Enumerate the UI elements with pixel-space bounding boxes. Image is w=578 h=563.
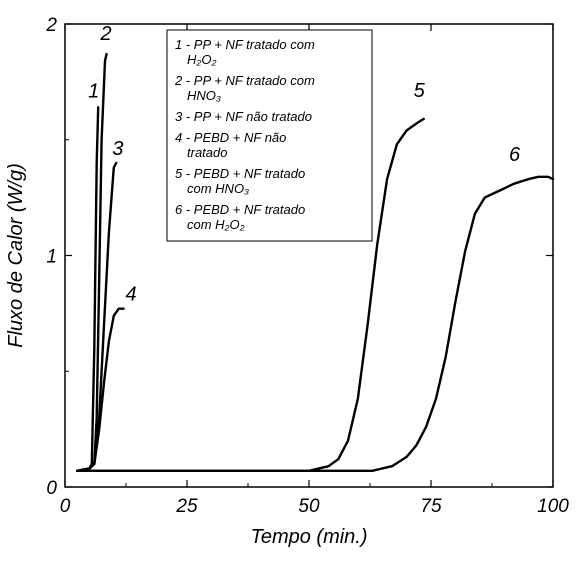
curve-label-4: 4	[126, 284, 137, 306]
curve-label-5: 5	[414, 80, 426, 102]
x-tick-label: 100	[537, 496, 569, 517]
y-axis-title: Fluxo de Calor (W/g)	[5, 163, 27, 348]
x-tick-label: 50	[298, 496, 320, 517]
y-tick-label: 2	[45, 15, 57, 36]
x-axis-title: Tempo (min.)	[250, 526, 367, 548]
legend-entry-2-line-0: 2 - PP + NF tratado com	[174, 73, 315, 88]
curve-label-6: 6	[509, 144, 521, 166]
x-tick-label: 25	[175, 496, 198, 517]
legend-entry-1-line-1: H₂O₂	[187, 52, 216, 67]
x-tick-label: 75	[420, 496, 442, 517]
y-tick-label: 0	[46, 478, 57, 499]
curve-label-2: 2	[99, 23, 111, 45]
legend-entry-4-line-1: tratado	[187, 145, 227, 160]
curve-label-1: 1	[88, 80, 99, 102]
legend-entry-3-line-0: 3 - PP + NF não tratado	[175, 109, 312, 124]
legend-box	[166, 29, 373, 242]
curve-label-3: 3	[112, 138, 123, 160]
series-line-4	[76, 307, 125, 472]
y-tick-label: 1	[46, 247, 57, 268]
x-tick-label: 0	[60, 496, 71, 517]
series-line-1	[76, 106, 100, 472]
series-line-6	[76, 175, 555, 472]
legend-entry-4-line-0: 4 - PEBD + NF não	[175, 130, 286, 145]
legend-entry-5-line-1: com HNO₃	[187, 181, 249, 196]
legend-entry-6-line-0: 6 - PEBD + NF tratado	[175, 202, 305, 217]
legend-entry-6-line-1: com H₂O₂	[187, 217, 245, 232]
legend-entry-1-line-0: 1 - PP + NF tratado com	[175, 37, 315, 52]
legend-entry-5-line-0: 5 - PEBD + NF tratado	[175, 166, 305, 181]
series-line-5	[76, 117, 425, 472]
plot-area: 0 25 50 75 100 0 1 2 1 2 3 4 5 6	[45, 15, 569, 517]
legend-entry-2-line-1: HNO₃	[187, 88, 221, 103]
